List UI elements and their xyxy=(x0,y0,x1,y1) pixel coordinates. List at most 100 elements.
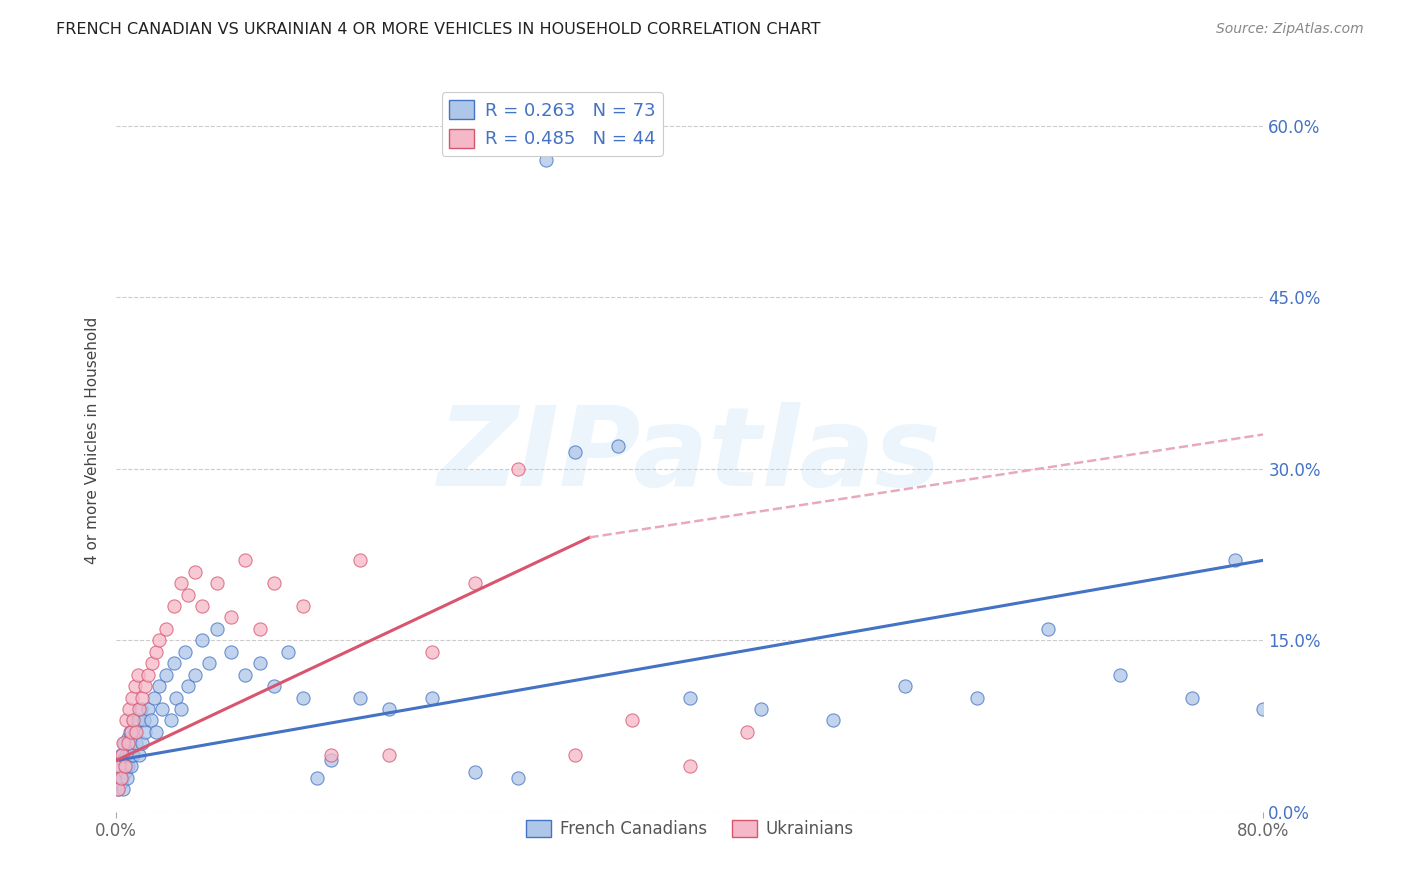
Text: ZIPatlas: ZIPatlas xyxy=(437,401,942,508)
Point xyxy=(108,771,131,785)
Point xyxy=(205,622,228,636)
Point xyxy=(233,667,256,681)
Point xyxy=(107,782,129,797)
Point xyxy=(162,599,184,613)
Point xyxy=(121,747,143,762)
Point xyxy=(464,576,486,591)
Point xyxy=(129,702,152,716)
Point xyxy=(108,759,131,773)
Point xyxy=(114,759,136,773)
Point xyxy=(233,553,256,567)
Point xyxy=(536,153,558,167)
Point xyxy=(679,690,702,705)
Point xyxy=(108,759,131,773)
Point xyxy=(751,702,773,716)
Point xyxy=(111,753,134,767)
Point xyxy=(464,764,486,779)
Point xyxy=(263,576,285,591)
Point xyxy=(420,690,443,705)
Point xyxy=(506,771,529,785)
Point xyxy=(150,702,173,716)
Text: Source: ZipAtlas.com: Source: ZipAtlas.com xyxy=(1216,22,1364,37)
Point xyxy=(128,702,150,716)
Point xyxy=(191,633,214,648)
Point xyxy=(377,747,399,762)
Point xyxy=(966,690,988,705)
Point xyxy=(114,747,136,762)
Point xyxy=(506,462,529,476)
Point xyxy=(134,679,156,693)
Point xyxy=(1181,690,1204,705)
Point xyxy=(115,714,138,728)
Point xyxy=(1109,667,1132,681)
Point xyxy=(155,622,177,636)
Point xyxy=(205,576,228,591)
Point xyxy=(121,690,143,705)
Point xyxy=(142,690,165,705)
Point xyxy=(291,599,314,613)
Point xyxy=(122,714,145,728)
Point xyxy=(136,702,159,716)
Point xyxy=(125,724,148,739)
Point xyxy=(162,657,184,671)
Point xyxy=(110,747,132,762)
Point xyxy=(107,782,129,797)
Point xyxy=(112,736,135,750)
Point xyxy=(607,439,630,453)
Point xyxy=(377,702,399,716)
Point xyxy=(128,747,150,762)
Y-axis label: 4 or more Vehicles in Household: 4 or more Vehicles in Household xyxy=(86,317,100,564)
Point xyxy=(115,771,138,785)
Point xyxy=(111,771,134,785)
Point xyxy=(121,714,143,728)
Point xyxy=(349,553,371,567)
Point xyxy=(349,690,371,705)
Text: FRENCH CANADIAN VS UKRAINIAN 4 OR MORE VEHICLES IN HOUSEHOLD CORRELATION CHART: FRENCH CANADIAN VS UKRAINIAN 4 OR MORE V… xyxy=(56,22,821,37)
Point xyxy=(823,714,845,728)
Point xyxy=(191,599,214,613)
Point xyxy=(117,736,139,750)
Point xyxy=(621,714,644,728)
Point xyxy=(291,690,314,705)
Point xyxy=(148,633,170,648)
Point xyxy=(120,724,142,739)
Point xyxy=(219,645,242,659)
Point xyxy=(120,759,142,773)
Point xyxy=(112,736,135,750)
Point xyxy=(198,657,221,671)
Point xyxy=(118,702,141,716)
Point xyxy=(1038,622,1060,636)
Point xyxy=(127,667,149,681)
Point xyxy=(170,576,193,591)
Point xyxy=(131,690,153,705)
Point xyxy=(110,771,132,785)
Point xyxy=(112,782,135,797)
Point xyxy=(145,645,167,659)
Point xyxy=(136,667,159,681)
Point xyxy=(177,588,200,602)
Point xyxy=(1223,553,1246,567)
Point xyxy=(124,679,146,693)
Point xyxy=(1253,702,1275,716)
Point xyxy=(148,679,170,693)
Point xyxy=(174,645,197,659)
Point xyxy=(115,759,138,773)
Point xyxy=(321,747,343,762)
Point xyxy=(132,714,155,728)
Point xyxy=(117,731,139,745)
Point xyxy=(564,747,586,762)
Point xyxy=(263,679,285,693)
Point xyxy=(184,565,207,579)
Point xyxy=(735,724,758,739)
Point xyxy=(125,736,148,750)
Point xyxy=(111,747,134,762)
Point xyxy=(894,679,917,693)
Point xyxy=(564,444,586,458)
Point xyxy=(122,747,145,762)
Point xyxy=(166,690,188,705)
Point xyxy=(141,657,163,671)
Point xyxy=(219,610,242,624)
Point xyxy=(120,736,142,750)
Point xyxy=(117,759,139,773)
Point xyxy=(177,679,200,693)
